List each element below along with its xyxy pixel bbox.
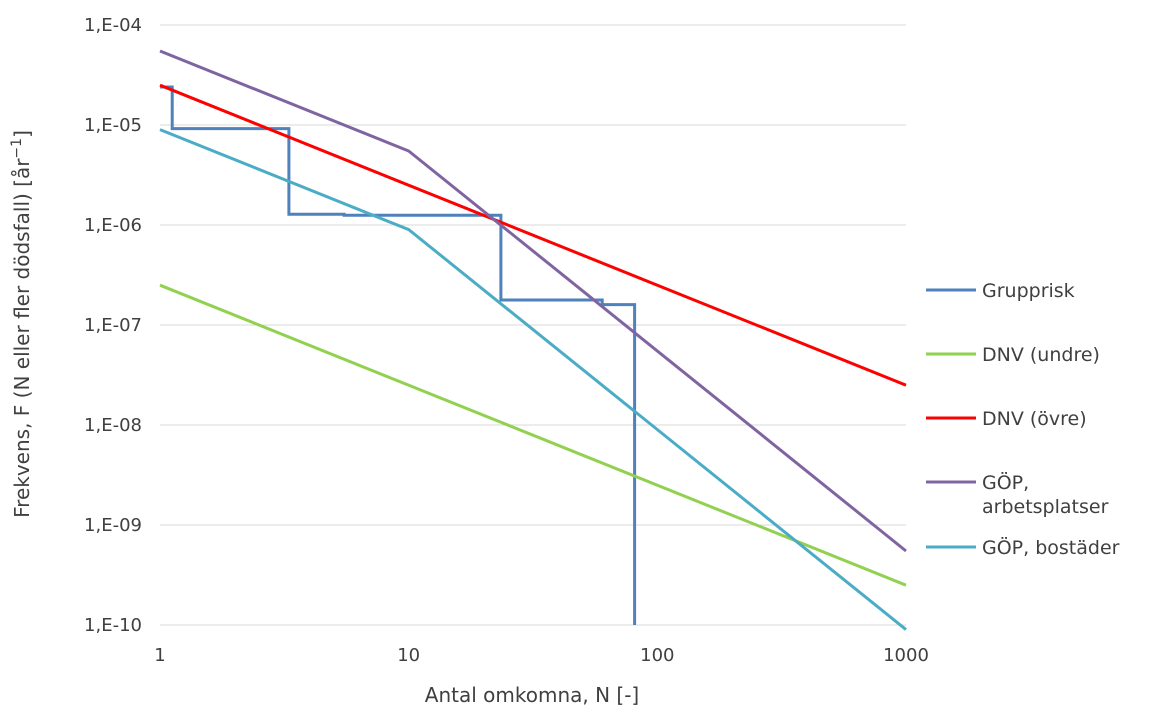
legend-label: Grupprisk (982, 280, 1075, 302)
y-axis-title-superscript: −1 (9, 138, 25, 159)
series-line-dnv-vre (160, 85, 906, 385)
series-line-grupprisk (160, 87, 635, 625)
x-tick-label: 100 (640, 645, 674, 666)
y-axis-ticks: 1,E-10 1,E-09 1,E-08 1,E-07 1,E-06 1,E-05 1,E-… (84, 15, 142, 636)
legend-label: DNV (övre) (982, 408, 1087, 430)
series-lines (160, 51, 906, 630)
y-tick-label: 1,E-06 (84, 215, 142, 236)
x-axis-title: Antal omkomna, N [-] (425, 683, 639, 707)
legend-label: DNV (undre) (982, 344, 1100, 366)
y-axis-title: Frekvens, F (N eller fler dödsfall) [år−… (9, 130, 34, 518)
y-tick-label: 1,E-09 (84, 515, 142, 536)
y-tick-label: 1,E-08 (84, 415, 142, 436)
x-tick-label: 1 (154, 645, 165, 666)
y-axis-title-main: Frekvens, F (N eller fler dödsfall) [år (10, 158, 34, 518)
x-tick-label: 10 (397, 645, 420, 666)
legend-label: GÖP, arbetsplatser (982, 471, 1109, 518)
grid-lines (160, 25, 906, 625)
y-axis-title-end: ] (10, 130, 34, 138)
legend-label: GÖP, bostäder (982, 536, 1120, 559)
x-tick-label: 1000 (883, 645, 929, 666)
y-tick-label: 1,E-07 (84, 315, 142, 336)
y-tick-label: 1,E-05 (84, 115, 142, 136)
y-tick-label: 1,E-10 (84, 615, 142, 636)
series-line-g-p-bost-der (160, 130, 906, 630)
y-tick-label: 1,E-04 (84, 15, 142, 36)
x-axis-ticks: 1 10 100 1000 (154, 645, 929, 666)
legend: Grupprisk DNV (undre) DNV (övre) GÖP, arbets… (926, 280, 1120, 559)
